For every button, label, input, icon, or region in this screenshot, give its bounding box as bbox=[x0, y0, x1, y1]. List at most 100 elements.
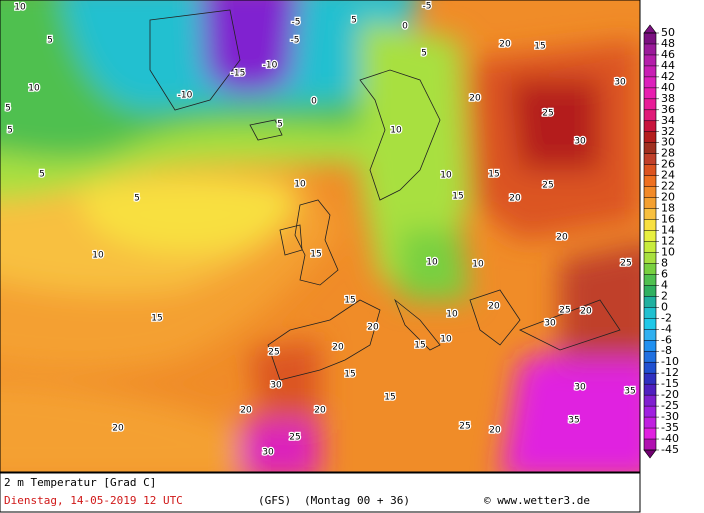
contour-label: 35 bbox=[624, 387, 635, 397]
colorbar-swatch bbox=[644, 33, 656, 45]
colorbar-label: 50 bbox=[661, 26, 675, 39]
colorbar-label: -25 bbox=[661, 399, 679, 412]
colorbar-label: -45 bbox=[661, 443, 679, 456]
colorbar-swatch bbox=[644, 285, 656, 297]
contour-label: 5 bbox=[47, 36, 53, 46]
colorbar-swatch bbox=[644, 120, 656, 133]
contour-label: 10 bbox=[440, 335, 452, 345]
contour-label: 20 bbox=[314, 406, 326, 416]
colorbar-label: -40 bbox=[661, 432, 679, 445]
contour-label: 20 bbox=[240, 406, 252, 416]
contour-label: 25 bbox=[289, 433, 300, 443]
contour-label: 10 bbox=[440, 171, 452, 181]
colorbar-label: 0 bbox=[661, 300, 668, 313]
colorbar-label: -30 bbox=[661, 410, 679, 423]
colorbar-swatch bbox=[644, 54, 656, 67]
contour-label: 15 bbox=[384, 393, 395, 403]
footer-frame bbox=[0, 472, 641, 513]
contour-label: 30 bbox=[262, 448, 274, 458]
colorbar-swatch bbox=[644, 263, 656, 275]
colorbar-label: 10 bbox=[661, 245, 675, 258]
colorbar-label: 8 bbox=[661, 256, 668, 269]
colorbar-label: -10 bbox=[661, 355, 679, 368]
colorbar-swatch bbox=[644, 65, 656, 78]
contour-label: 15 bbox=[452, 192, 463, 202]
contour-label: 15 bbox=[488, 170, 499, 180]
colorbar-swatch bbox=[644, 98, 656, 111]
contour-label: 35 bbox=[568, 416, 579, 426]
contour-label: 5 bbox=[7, 126, 13, 136]
colorbar-swatch bbox=[644, 142, 656, 155]
map-frame bbox=[0, 0, 641, 473]
footer-date: Dienstag, 14-05-2019 12 UTC bbox=[4, 494, 183, 507]
colorbar-swatch bbox=[644, 241, 656, 253]
colorbar-label: 2 bbox=[661, 289, 668, 302]
colorbar-swatch bbox=[644, 329, 656, 341]
contour-label: -5 bbox=[423, 2, 432, 12]
colorbar-label: -15 bbox=[661, 377, 679, 390]
colorbar-swatch bbox=[644, 219, 656, 231]
colorbar-swatch bbox=[644, 340, 656, 352]
contour-label: 15 bbox=[310, 250, 321, 260]
colorbar-swatch bbox=[644, 296, 656, 308]
colorbar-cap-bottom bbox=[643, 449, 657, 459]
contour-label: 15 bbox=[414, 341, 425, 351]
contour-label: 25 bbox=[542, 181, 553, 191]
colorbar-frame bbox=[643, 32, 657, 451]
colorbar-swatch bbox=[644, 164, 656, 176]
contour-label: 30 bbox=[270, 381, 282, 391]
contour-label: 20 bbox=[469, 94, 481, 104]
colorbar-swatch bbox=[644, 197, 656, 209]
footer-run: (Montag 00 + 36) bbox=[304, 494, 410, 507]
footer-credit: © www.wetter3.de bbox=[484, 494, 590, 507]
colorbar-cap-top bbox=[643, 24, 657, 34]
contour-label: 20 bbox=[499, 40, 511, 50]
colorbar-swatch bbox=[644, 109, 656, 122]
colorbar-label: 34 bbox=[661, 114, 675, 127]
colorbar-label: 42 bbox=[661, 70, 675, 83]
contour-label: 5 bbox=[134, 194, 140, 204]
colorbar-label: 6 bbox=[661, 267, 668, 280]
contour-label: 10 bbox=[472, 260, 484, 270]
contour-label: -5 bbox=[291, 36, 300, 46]
contour-labels: 10 5 5 10 5 5 5 10 15 20 20 25 -15 -10 -10 -5 -5 0 5 10 15 20… bbox=[4, 0, 637, 459]
contour-label: 10 bbox=[446, 310, 458, 320]
contour-label: 0 bbox=[311, 97, 317, 107]
colorbar-swatch bbox=[644, 373, 656, 385]
contour-label: 25 bbox=[620, 259, 631, 269]
contour-label: 10 bbox=[294, 180, 306, 190]
colorbar-label: -20 bbox=[661, 388, 679, 401]
contour-label: 10 bbox=[390, 126, 402, 136]
contour-label: 30 bbox=[574, 137, 586, 147]
colorbar-swatch bbox=[644, 274, 656, 286]
colorbar-label: 14 bbox=[661, 224, 675, 237]
colorbar-label: 30 bbox=[661, 136, 675, 149]
colorbar-swatch bbox=[644, 230, 656, 242]
contour-label: 20 bbox=[489, 426, 501, 436]
colorbar-swatch bbox=[644, 87, 656, 100]
coastlines bbox=[149, 9, 621, 381]
contour-label: 20 bbox=[367, 323, 379, 333]
contour-label: 30 bbox=[574, 383, 586, 393]
contour-label: 20 bbox=[488, 302, 500, 312]
colorbar-label: 40 bbox=[661, 81, 675, 94]
colorbar-swatch bbox=[644, 131, 656, 144]
footer-model: (GFS) bbox=[258, 494, 291, 507]
colorbar-label: 12 bbox=[661, 235, 675, 248]
contour-label: 10 bbox=[28, 84, 40, 94]
colorbar-swatch bbox=[644, 252, 656, 264]
colorbar-swatch bbox=[644, 318, 656, 330]
colorbar-label: 4 bbox=[661, 278, 668, 291]
contour-label: 10 bbox=[92, 251, 104, 261]
contour-label: -10 bbox=[263, 61, 278, 71]
contour-label: 10 bbox=[14, 3, 26, 13]
contour-label: -5 bbox=[292, 18, 301, 28]
colorbar-label: 20 bbox=[661, 191, 675, 204]
contour-label: 20 bbox=[556, 233, 568, 243]
contour-label: 20 bbox=[332, 343, 344, 353]
colorbar-swatch bbox=[644, 186, 656, 198]
contour-label: 20 bbox=[580, 307, 592, 317]
contour-label: 5 bbox=[351, 16, 357, 26]
